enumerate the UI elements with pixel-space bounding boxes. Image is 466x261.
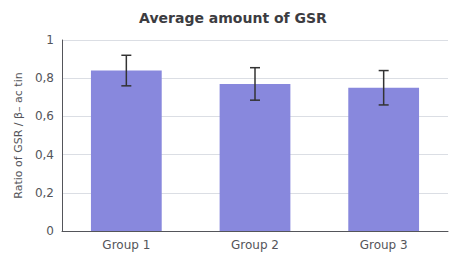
svg-text:0,2: 0,2 (35, 186, 54, 200)
svg-text:0,8: 0,8 (35, 71, 54, 85)
svg-text:Average amount of GSR: Average amount of GSR (139, 10, 327, 26)
svg-text:Group 3: Group 3 (360, 238, 408, 252)
svg-text:Group 1: Group 1 (102, 238, 150, 252)
svg-text:0,4: 0,4 (35, 148, 54, 162)
svg-text:0,6: 0,6 (35, 109, 54, 123)
svg-text:1: 1 (46, 33, 54, 47)
svg-text:Group 2: Group 2 (231, 238, 279, 252)
svg-text:Ratio of GSR / β– ac tin: Ratio of GSR / β– ac tin (12, 72, 25, 198)
svg-text:0: 0 (46, 224, 54, 238)
